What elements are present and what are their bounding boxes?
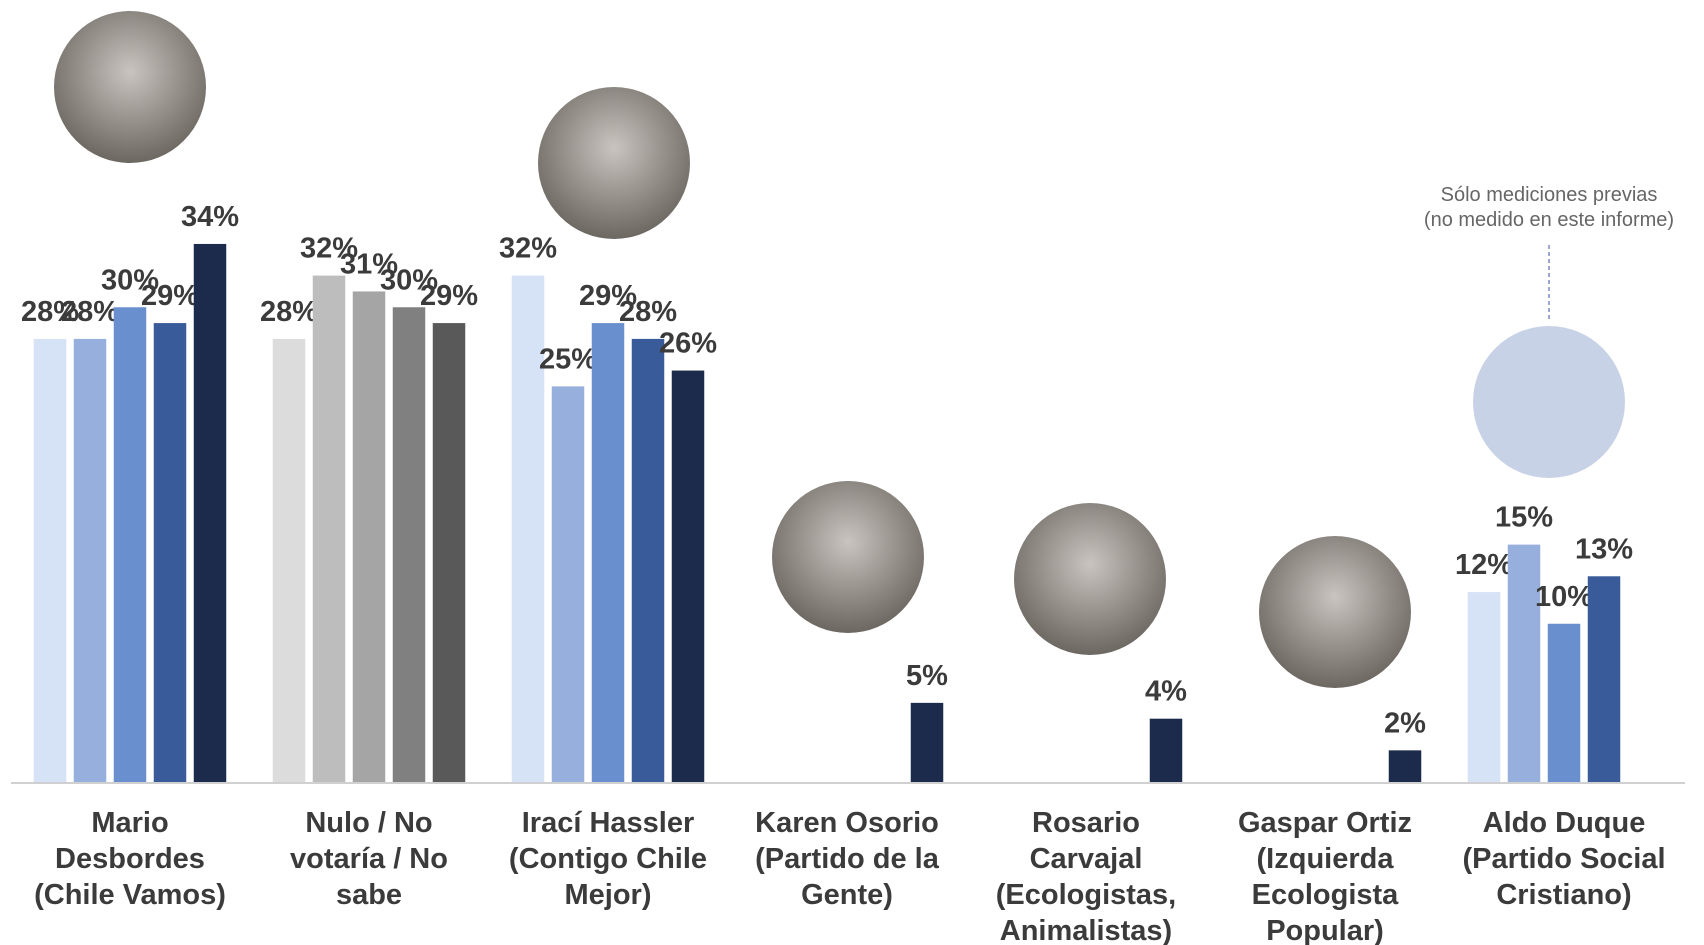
bar: [511, 275, 545, 782]
bar: [591, 323, 625, 782]
value-label: 32%: [300, 233, 358, 265]
x-tick-label: (Partido Social: [1462, 843, 1665, 875]
photo: [538, 87, 690, 239]
x-tick-label: sabe: [336, 879, 402, 911]
x-tick-label: Ecologista: [1252, 879, 1400, 911]
bar: [312, 275, 346, 782]
bar: [1547, 623, 1581, 782]
value-label: 15%: [1495, 502, 1553, 534]
x-tick-label: Popular): [1266, 915, 1384, 945]
photo: [1259, 536, 1411, 688]
value-label: 28%: [61, 296, 119, 328]
value-label: 26%: [659, 328, 717, 360]
value-label: 28%: [21, 296, 79, 328]
bar: [1149, 718, 1183, 782]
bar: [1467, 592, 1501, 782]
x-tick-label: Aldo Duque: [1483, 807, 1646, 839]
photo: [772, 481, 924, 633]
bar: [193, 243, 227, 782]
value-label: 2%: [1384, 707, 1426, 739]
value-label: 4%: [1145, 676, 1187, 708]
value-label: 28%: [619, 296, 677, 328]
bar: [910, 702, 944, 782]
x-tick-label: Desbordes: [55, 843, 205, 875]
x-tick-label: (Chile Vamos): [34, 879, 226, 911]
value-label: 29%: [420, 280, 478, 312]
value-label: 5%: [906, 660, 948, 692]
bar: [392, 307, 426, 782]
x-tick-label: Karen Osorio: [755, 807, 939, 839]
bar: [352, 291, 386, 782]
annotation: (no medido en este informe): [1424, 209, 1674, 231]
bar: [432, 323, 466, 782]
x-tick-label: Rosario: [1032, 807, 1140, 839]
x-tick-label: (Izquierda: [1257, 843, 1395, 875]
bar: [1388, 750, 1422, 782]
x-tick-label: (Partido de la: [755, 843, 940, 875]
x-tick-label: Animalistas): [1000, 915, 1172, 945]
value-label: 13%: [1575, 533, 1633, 565]
bar: [153, 323, 187, 782]
value-label: 30%: [380, 264, 438, 296]
annotation: Sólo mediciones previas: [1441, 184, 1658, 206]
bar: [1587, 576, 1621, 782]
x-tick-label: Cristiano): [1496, 879, 1631, 911]
value-label: 28%: [260, 296, 318, 328]
bar: [272, 338, 306, 782]
x-tick-label: Nulo / No: [305, 807, 432, 839]
x-tick-label: Mario: [91, 807, 168, 839]
value-label: 31%: [340, 248, 398, 280]
value-label: 30%: [101, 264, 159, 296]
x-tick-label: Carvajal: [1030, 843, 1143, 875]
bar: [113, 307, 147, 782]
bar: [631, 338, 665, 782]
value-label: 12%: [1455, 549, 1513, 581]
bar: [33, 338, 67, 782]
bar: [551, 386, 585, 782]
bar: [671, 370, 705, 782]
x-tick-label: Mejor): [565, 879, 652, 911]
value-label: 34%: [181, 201, 239, 233]
x-tick-label: Gaspar Ortiz: [1238, 807, 1412, 839]
x-tick-label: (Ecologistas,: [996, 879, 1177, 911]
photo-faded: [1473, 326, 1625, 478]
x-tick-label: (Contigo Chile: [509, 843, 707, 875]
bar: [1507, 544, 1541, 782]
value-label: 25%: [539, 343, 597, 375]
x-tick-label: Irací Hassler: [522, 807, 695, 839]
value-label: 10%: [1535, 581, 1593, 613]
photo: [1014, 503, 1166, 655]
x-tick-label: Gente): [801, 879, 893, 911]
x-tick-label: votaría / No: [290, 843, 448, 875]
value-label: 32%: [499, 233, 557, 265]
bar: [73, 338, 107, 782]
photo: [54, 11, 206, 163]
value-label: 29%: [579, 280, 637, 312]
value-label: 29%: [141, 280, 199, 312]
